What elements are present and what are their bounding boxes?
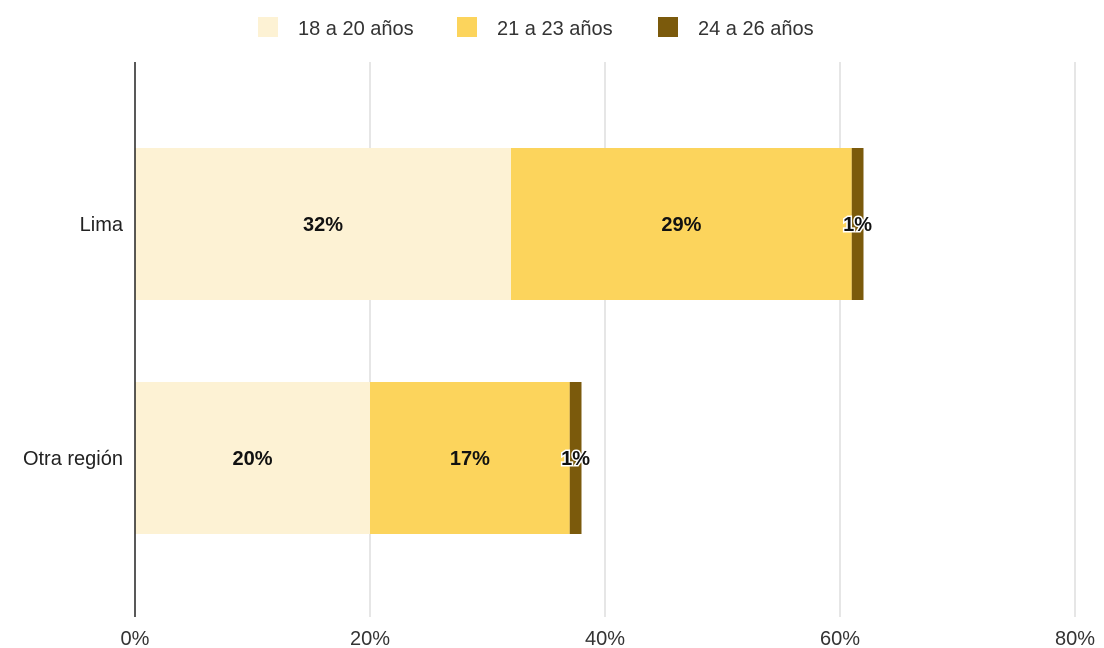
x-tick-label: 40%	[585, 628, 625, 648]
x-tick-label: 0%	[121, 628, 150, 648]
legend-label: 24 a 26 años	[698, 18, 814, 40]
x-tick-label: 80%	[1055, 628, 1095, 648]
category-label: Otra región	[23, 448, 123, 470]
bar-segment	[511, 148, 852, 300]
bar-segment	[370, 382, 570, 534]
data-label: 1%	[561, 448, 590, 470]
bar-segment	[569, 382, 582, 534]
legend-swatch	[658, 17, 678, 37]
data-label: 20%	[232, 448, 272, 470]
chart-axes: 0% 20% 40% 60% 80% Lima Otra región	[23, 62, 1095, 648]
legend-label: 21 a 23 años	[497, 18, 613, 40]
legend-label: 18 a 20 años	[298, 18, 414, 40]
category-label: Lima	[80, 214, 124, 236]
bar-segment	[135, 382, 370, 534]
chart-bars: 32% 29% 1% 20% 17% 1%	[135, 148, 874, 534]
bar-segment	[135, 148, 511, 300]
legend-swatch	[258, 17, 278, 37]
legend-swatch	[457, 17, 477, 37]
bar-segment	[851, 148, 864, 300]
chart-legend: 18 a 20 años 21 a 23 años 24 a 26 años	[258, 17, 814, 40]
data-label: 17%	[450, 448, 490, 470]
x-tick-label: 60%	[820, 628, 860, 648]
x-tick-label: 20%	[350, 628, 390, 648]
data-label: 32%	[303, 214, 343, 236]
data-label: 1%	[843, 214, 872, 236]
data-label: 29%	[661, 214, 701, 236]
